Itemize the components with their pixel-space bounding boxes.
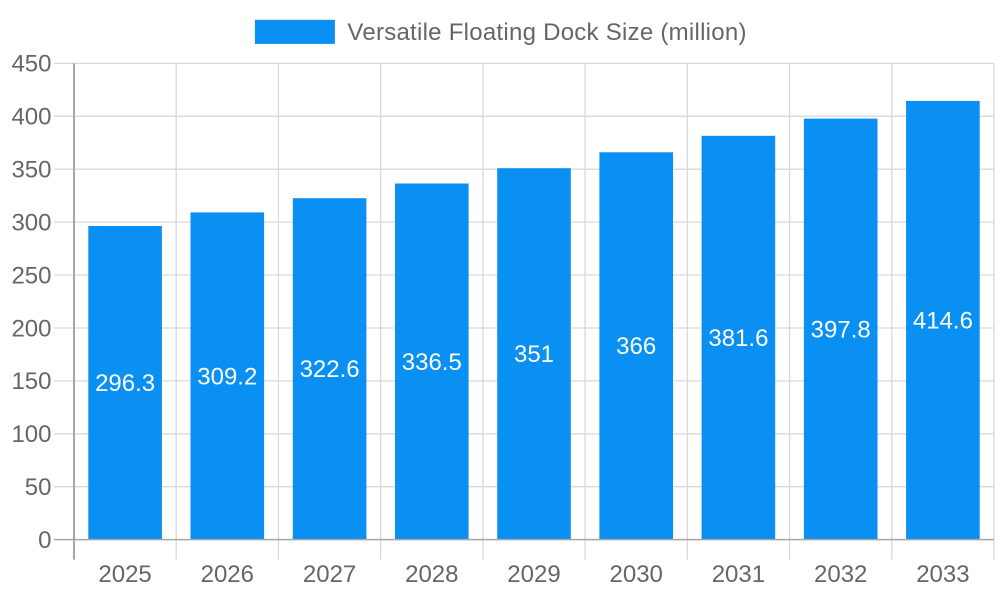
- svg-text:50: 50: [25, 474, 52, 501]
- svg-text:400: 400: [11, 104, 51, 131]
- svg-text:2033: 2033: [916, 561, 969, 588]
- svg-text:250: 250: [11, 262, 51, 289]
- svg-text:100: 100: [11, 421, 51, 448]
- svg-text:350: 350: [11, 157, 51, 184]
- svg-text:300: 300: [11, 209, 51, 236]
- svg-text:296.3: 296.3: [95, 370, 155, 397]
- svg-text:322.6: 322.6: [300, 356, 360, 383]
- svg-text:397.8: 397.8: [811, 316, 871, 343]
- svg-text:Versatile Floating Dock Size (: Versatile Floating Dock Size (million): [347, 19, 746, 46]
- svg-text:2032: 2032: [814, 561, 867, 588]
- svg-text:2031: 2031: [712, 561, 765, 588]
- svg-text:2027: 2027: [303, 561, 356, 588]
- svg-text:150: 150: [11, 368, 51, 395]
- svg-text:200: 200: [11, 315, 51, 342]
- svg-text:2028: 2028: [405, 561, 458, 588]
- svg-text:0: 0: [38, 527, 51, 554]
- svg-text:414.6: 414.6: [913, 308, 973, 335]
- svg-text:351: 351: [514, 341, 554, 368]
- svg-text:336.5: 336.5: [402, 349, 462, 376]
- svg-text:2026: 2026: [201, 561, 254, 588]
- svg-text:2025: 2025: [98, 561, 151, 588]
- svg-text:450: 450: [11, 51, 51, 78]
- svg-text:366: 366: [616, 333, 656, 360]
- svg-text:381.6: 381.6: [708, 325, 768, 352]
- svg-text:2029: 2029: [507, 561, 560, 588]
- svg-text:309.2: 309.2: [197, 363, 257, 390]
- svg-text:2030: 2030: [610, 561, 663, 588]
